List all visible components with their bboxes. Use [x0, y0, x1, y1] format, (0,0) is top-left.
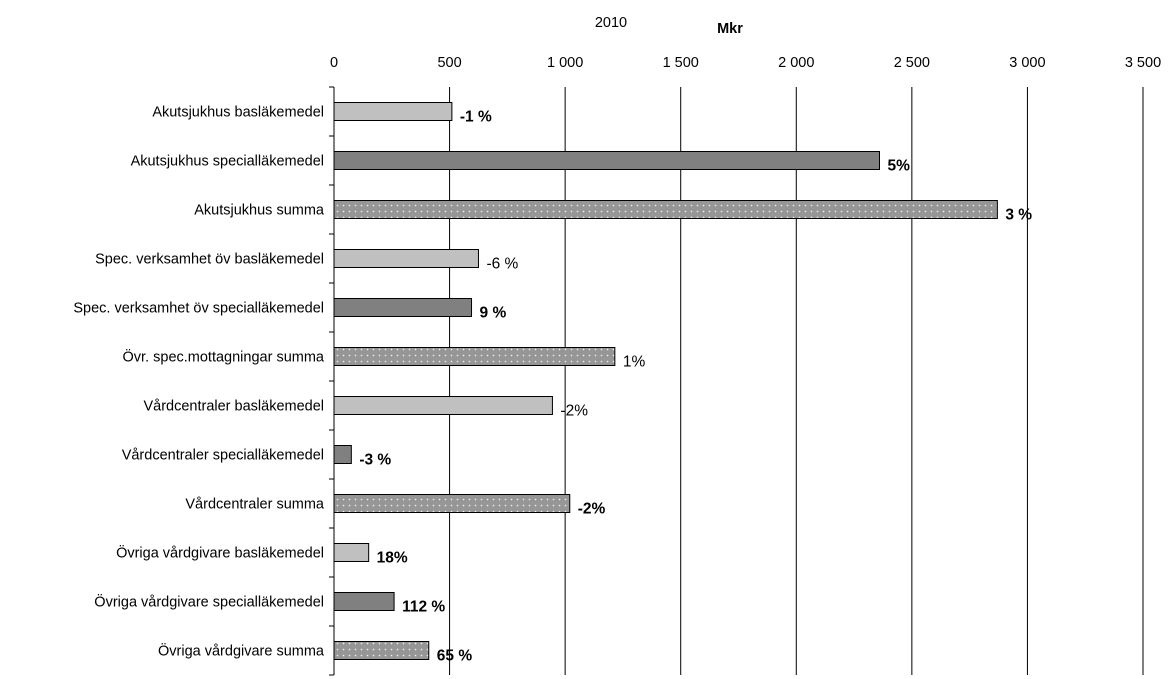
category-label: Vårdcentraler summa [185, 497, 325, 513]
x-tick-label: 1 500 [663, 55, 699, 71]
category-label: Spec. verksamhet öv specialläkemedel [73, 301, 324, 317]
category-label: Vårdcentraler basläkemedel [143, 399, 324, 415]
bar [333, 347, 616, 366]
data-label: 3 % [1005, 207, 1032, 224]
chart-title: 2010 [595, 15, 627, 31]
data-label: 9 % [480, 305, 507, 322]
category-label: Akutsjukhus summa [194, 203, 325, 219]
bar [333, 298, 473, 317]
data-label: -2% [560, 403, 588, 420]
data-label: -2% [578, 501, 606, 518]
unit-label: Mkr [717, 21, 743, 37]
x-tick-label: 3 000 [1009, 55, 1045, 71]
category-label: Övriga vårdgivare summa [158, 642, 325, 660]
x-tick-label: 3 500 [1125, 55, 1161, 71]
x-tick-label: 2 000 [778, 55, 814, 71]
category-labels: Akutsjukhus basläkemedel Akutsjukhus spec… [73, 105, 325, 660]
data-label: -6 % [486, 256, 518, 273]
bar [333, 200, 998, 219]
bar [333, 445, 352, 464]
data-label: 5% [887, 158, 910, 175]
data-label: 65 % [437, 648, 473, 665]
data-label: -1 % [460, 109, 492, 126]
x-axis-tick-labels: 0 500 1 000 1 500 2 000 2 500 3 000 3 500 [330, 55, 1161, 71]
bar [333, 102, 453, 121]
bar [333, 543, 370, 562]
data-label: 18% [377, 550, 408, 567]
gridlines [333, 87, 1144, 675]
x-tick-label: 500 [437, 55, 461, 71]
x-tick-label: 1 000 [547, 55, 583, 71]
bar [333, 151, 880, 170]
y-axis [329, 86, 335, 676]
data-label: 1% [623, 354, 646, 371]
x-tick-label: 2 500 [894, 55, 930, 71]
category-label: Akutsjukhus specialläkemedel [131, 154, 324, 170]
category-label: Övr. spec.mottagningar summa [123, 348, 325, 366]
data-labels: -1 % 5% 3 % -6 % 9 % 1% -2% -3 % -2% 18% 112 % 65 % [359, 109, 1032, 665]
x-tick-label: 0 [330, 55, 338, 71]
category-label: Övriga vårdgivare specialläkemedel [94, 593, 324, 611]
bar [333, 396, 553, 415]
bar [333, 592, 395, 611]
category-label: Vårdcentraler specialläkemedel [122, 448, 324, 464]
category-label: Övriga vårdgivare basläkemedel [116, 544, 324, 562]
bar [333, 494, 571, 513]
bar [333, 641, 430, 660]
data-label: 112 % [402, 599, 445, 616]
bars [333, 102, 998, 660]
data-label: -3 % [359, 452, 391, 469]
category-label: Akutsjukhus basläkemedel [152, 105, 324, 121]
bar [333, 249, 479, 268]
category-label: Spec. verksamhet öv basläkemedel [95, 252, 324, 268]
